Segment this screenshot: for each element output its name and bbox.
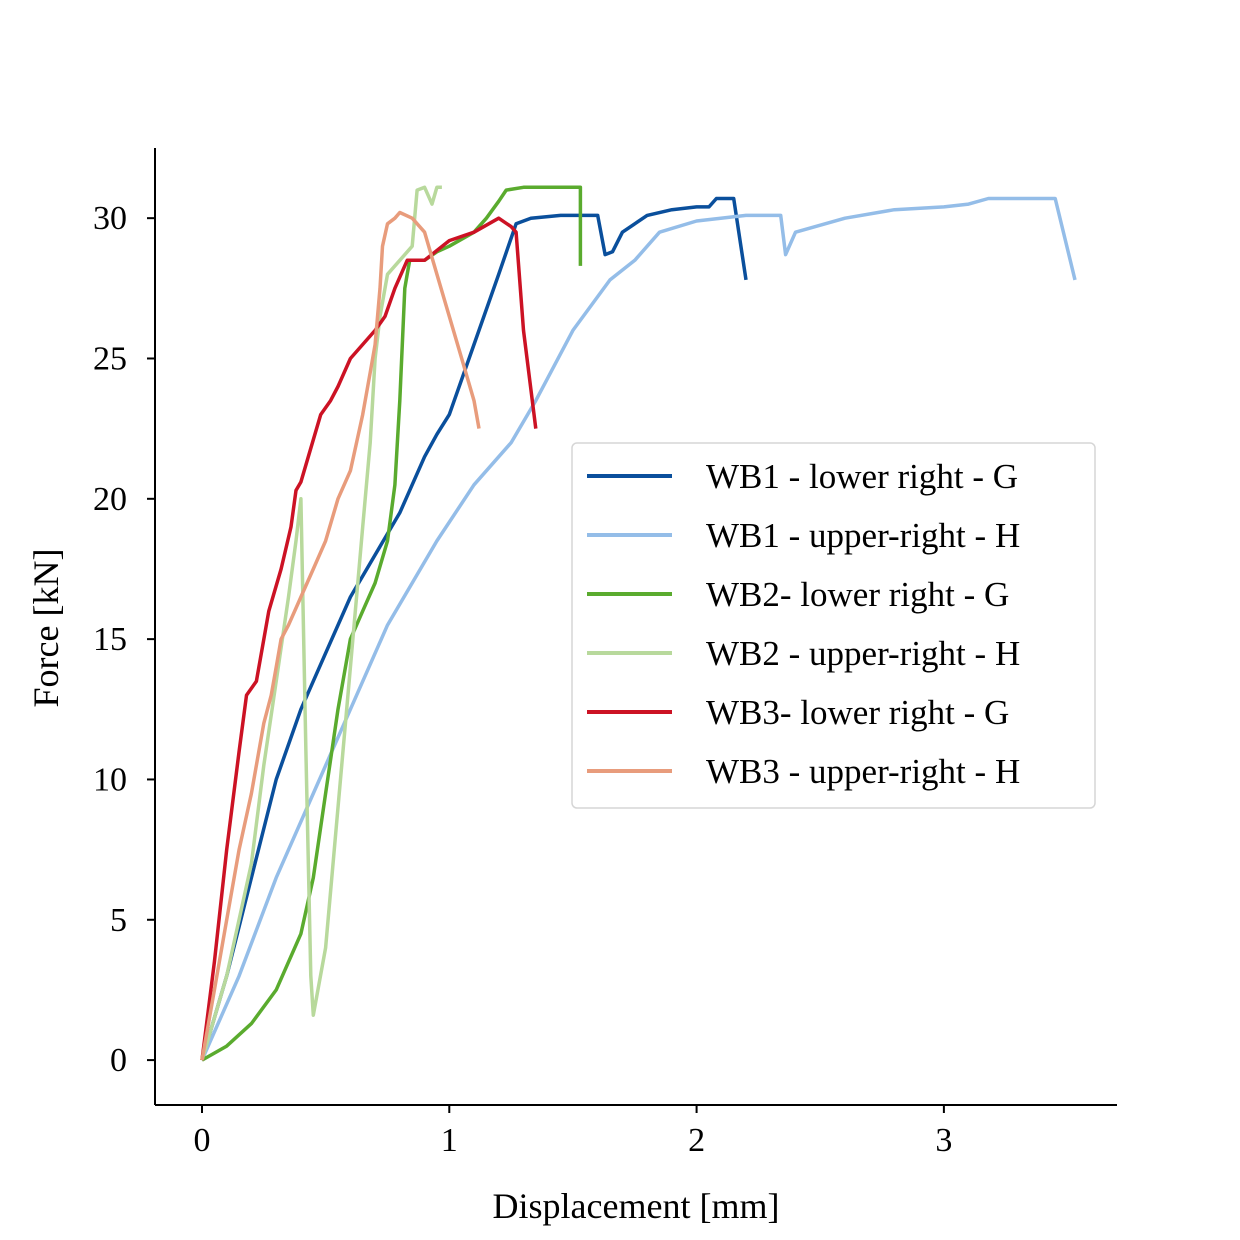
legend-label-2: WB1 - upper-right - H — [706, 516, 1020, 555]
legend-frame — [571, 442, 1096, 809]
series-line-3 — [201, 185, 583, 1062]
legend-entries: WB1 - lower right - G WB1 - upper-right -… — [587, 457, 1020, 791]
legend-label-4: WB2 - upper-right - H — [706, 634, 1020, 673]
series-line-2 — [200, 196, 1077, 1061]
x-tick-label: 3 — [935, 1122, 952, 1159]
series-line-1 — [200, 196, 748, 1061]
y-tick-label: 20 — [93, 481, 127, 518]
y-tick-label: 25 — [93, 340, 127, 377]
series-line-6 — [200, 210, 481, 1061]
x-tick-label: 1 — [441, 1122, 458, 1159]
x-tick-label: 0 — [193, 1122, 210, 1159]
legend: WB1 - lower right - G WB1 - upper-right -… — [571, 442, 1096, 809]
legend-label-6: WB3 - upper-right - H — [706, 752, 1020, 791]
y-tick-label: 0 — [110, 1042, 127, 1079]
x-tick-label: 2 — [688, 1122, 705, 1159]
axes — [154, 148, 1117, 1106]
y-axis-label: Force [kN] — [26, 549, 66, 708]
legend-label-1: WB1 - lower right - G — [706, 457, 1018, 496]
series-lines — [200, 185, 1077, 1062]
legend-label-5: WB3- lower right - G — [706, 693, 1009, 732]
y-tick-label: 15 — [93, 621, 127, 658]
legend-label-3: WB2- lower right - G — [706, 575, 1009, 614]
x-ticks: 0 1 2 3 — [193, 1105, 952, 1159]
y-ticks: 0 5 10 15 20 25 30 — [93, 200, 155, 1079]
y-tick-label: 5 — [110, 902, 127, 939]
y-tick-label: 10 — [93, 761, 127, 798]
x-axis-label: Displacement [mm] — [493, 1186, 780, 1226]
y-tick-label: 30 — [93, 200, 127, 237]
series-line-4 — [200, 185, 442, 1061]
series-line-5 — [200, 216, 538, 1061]
